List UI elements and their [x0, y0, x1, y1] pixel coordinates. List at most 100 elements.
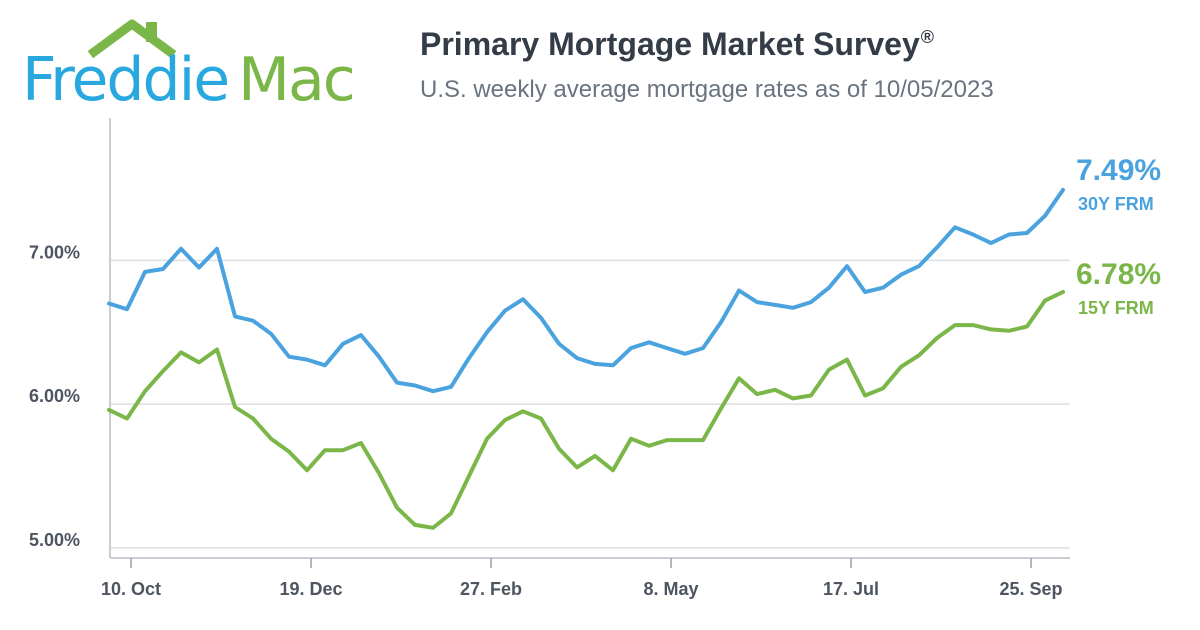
registered-mark: ®: [920, 27, 935, 48]
data-point: [305, 468, 309, 472]
grid-layer: [110, 259, 1070, 549]
series-name-label: 30Y FRM: [1078, 194, 1154, 214]
data-point: [881, 286, 885, 290]
data-point: [539, 316, 543, 320]
data-point: [359, 441, 363, 445]
data-point: [197, 265, 201, 270]
series-line-15y-frm: [107, 290, 1065, 530]
data-point: [881, 386, 885, 390]
data-point: [449, 385, 453, 389]
data-point: [251, 319, 255, 323]
data-point: [197, 360, 201, 365]
data-point: [251, 416, 255, 421]
series-line-30y-frm: [107, 187, 1065, 394]
data-point: [431, 526, 435, 530]
data-point: [575, 465, 579, 470]
data-point: [143, 389, 147, 393]
data-point: [521, 297, 525, 301]
data-point: [683, 438, 687, 442]
data-point: [737, 376, 741, 380]
x-tick-label: 10. Oct: [101, 579, 161, 599]
data-point: [773, 388, 777, 392]
series-end-value: 6.78%: [1076, 258, 1161, 291]
data-point: [593, 362, 597, 366]
data-point: [233, 314, 237, 319]
data-point: [467, 474, 471, 478]
data-point: [269, 437, 273, 441]
data-point: [629, 346, 633, 350]
data-point: [989, 327, 993, 331]
data-point: [305, 357, 309, 362]
y-tick-label: 7.00%: [29, 242, 80, 262]
data-point: [845, 357, 849, 362]
data-point: [701, 346, 705, 350]
data-point: [845, 264, 849, 268]
chart-subtitle: U.S. weekly average mortgage rates as of…: [420, 76, 994, 103]
data-point: [287, 449, 291, 454]
data-point: [863, 393, 867, 398]
data-point: [107, 301, 111, 306]
data-point: [665, 438, 669, 442]
data-point: [809, 393, 813, 398]
data-point: [179, 350, 183, 354]
data-point: [575, 356, 579, 360]
data-point: [1007, 232, 1011, 237]
data-point: [953, 225, 957, 229]
house-chimney-icon: [146, 22, 157, 42]
data-point: [593, 454, 597, 458]
data-point: [467, 356, 471, 360]
y-tick-label: 6.00%: [29, 386, 80, 406]
data-point: [395, 506, 399, 510]
data-point: [917, 264, 921, 268]
chart-title: Primary Mortgage Market Survey®: [420, 26, 934, 63]
logo-word-mac: Mac: [238, 45, 354, 115]
data-point: [899, 273, 903, 277]
data-point: [989, 241, 993, 245]
data-point: [701, 438, 705, 442]
data-point: [1061, 290, 1065, 294]
data-point: [233, 405, 237, 409]
data-point: [557, 447, 561, 451]
data-point: [377, 355, 381, 359]
data-point: [413, 523, 417, 527]
data-point: [143, 270, 147, 274]
data-point: [899, 365, 903, 369]
data-point: [449, 511, 453, 516]
data-point: [557, 342, 561, 346]
data-point: [1043, 214, 1047, 218]
data-point: [611, 468, 615, 472]
logo-word-freddie: Freddie: [22, 45, 228, 115]
data-point: [179, 247, 183, 251]
chart-title-text: Primary Mortgage Market Survey: [420, 26, 920, 62]
data-point: [1061, 188, 1065, 192]
data-point: [215, 347, 219, 352]
data-point: [809, 300, 813, 304]
data-point: [683, 352, 687, 356]
data-point: [917, 353, 921, 357]
series-name-label: 15Y FRM: [1078, 298, 1154, 318]
data-point: [827, 286, 831, 290]
data-point: [269, 332, 273, 336]
x-tick-label: 19. Dec: [279, 579, 342, 599]
data-point: [1025, 231, 1029, 235]
y-tick-label: 5.00%: [29, 530, 80, 550]
data-point: [647, 444, 651, 448]
data-point: [323, 363, 327, 367]
freddie-mac-logo: Freddie Mac: [20, 14, 390, 115]
data-point: [971, 323, 975, 327]
data-point: [1025, 324, 1029, 329]
data-point: [413, 383, 417, 388]
series-end-value: 7.49%: [1076, 154, 1161, 187]
data-point: [935, 245, 939, 250]
data-point: [629, 437, 633, 441]
data-point: [521, 409, 525, 413]
data-point: [647, 340, 651, 344]
data-point: [791, 396, 795, 400]
data-point: [161, 369, 165, 373]
data-point: [125, 416, 129, 421]
axis-layer: [109, 118, 1070, 568]
data-point: [395, 380, 399, 385]
data-point: [791, 306, 795, 310]
data-point: [287, 355, 291, 359]
